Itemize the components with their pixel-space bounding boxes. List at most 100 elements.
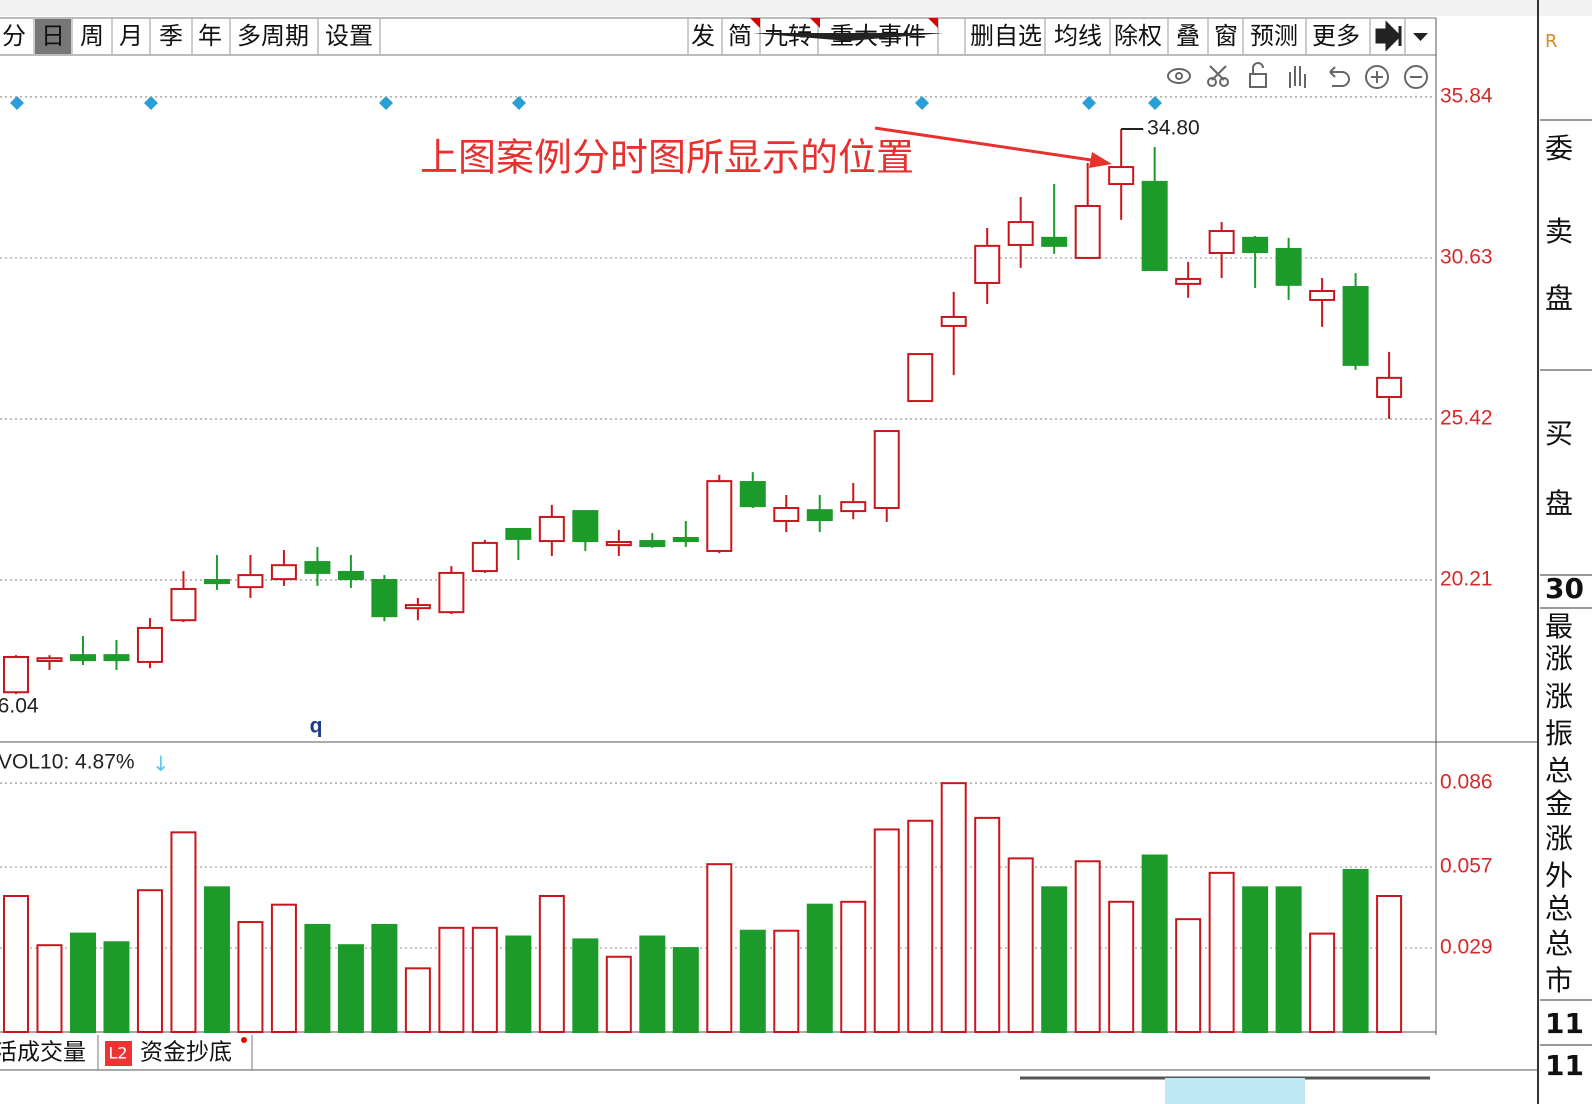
badge: L2 xyxy=(108,1044,127,1063)
bottom-button[interactable] xyxy=(1165,1078,1305,1104)
candle-body xyxy=(371,579,398,618)
side-label: 买 xyxy=(1545,417,1573,450)
volume-bar xyxy=(505,935,532,1033)
volume-bar xyxy=(1275,886,1302,1033)
volume-bar xyxy=(639,935,666,1033)
candle-body xyxy=(706,480,733,552)
dropdown-arrow[interactable] xyxy=(752,33,944,41)
period-button[interactable]: 设置 xyxy=(325,22,373,50)
candle-body xyxy=(873,430,900,509)
tool-button[interactable]: 删自选 xyxy=(970,22,1042,50)
side-label: 市 xyxy=(1545,964,1573,997)
volume-bar xyxy=(773,929,800,1033)
candle-body xyxy=(773,506,800,522)
tab[interactable]: 资金抄底 xyxy=(140,1040,232,1066)
candle-body xyxy=(1007,221,1034,246)
marker-label: q xyxy=(310,715,323,738)
candle-body xyxy=(1376,376,1403,399)
candle-body xyxy=(404,604,431,610)
candle-body xyxy=(69,654,96,662)
volume-bar xyxy=(940,782,967,1033)
period-button[interactable]: 日 xyxy=(41,22,65,50)
candle-body xyxy=(907,353,934,403)
volume-bar xyxy=(974,816,1001,1033)
volume-bar xyxy=(471,926,498,1033)
tool-button[interactable]: 窗 xyxy=(1214,22,1238,50)
tool-button[interactable]: 均线 xyxy=(1054,22,1102,50)
candle-body xyxy=(304,561,331,574)
period-button[interactable]: 分 xyxy=(2,22,26,50)
volume-bar xyxy=(1342,868,1369,1034)
candle-body xyxy=(170,587,197,622)
volume-bar xyxy=(538,895,565,1033)
expand-icon xyxy=(1375,20,1402,52)
volume-bar xyxy=(304,923,331,1033)
candle-body xyxy=(1141,180,1168,271)
volume-bar xyxy=(203,886,230,1033)
candle-body xyxy=(806,509,833,522)
high-label: 34.80 xyxy=(1147,117,1200,140)
period-button[interactable]: 月 xyxy=(119,22,143,50)
volume-bar xyxy=(103,941,130,1033)
candle-body xyxy=(505,528,532,540)
volume-bar xyxy=(1376,895,1403,1033)
tool-button[interactable]: 更多 xyxy=(1312,22,1360,50)
volume-bar xyxy=(1108,900,1135,1033)
period-button[interactable]: 季 xyxy=(159,22,183,50)
volume-bar xyxy=(270,903,297,1033)
side-label: 振 xyxy=(1545,717,1573,750)
candle-body xyxy=(270,564,297,581)
candle-body xyxy=(1108,166,1135,186)
side-label: 涨 xyxy=(1545,642,1573,675)
candle-body xyxy=(639,540,666,548)
candle-body xyxy=(36,657,63,663)
badge-box xyxy=(105,1041,132,1066)
period-button[interactable]: 年 xyxy=(198,22,222,50)
candle-body xyxy=(840,501,867,513)
dropdown-arrow[interactable] xyxy=(1413,33,1428,41)
volume-bar xyxy=(3,895,29,1033)
y-tick-label: 25.42 xyxy=(1440,407,1493,430)
candle-body xyxy=(1208,230,1235,254)
side-label: 卖 xyxy=(1545,215,1573,248)
side-label: 最 xyxy=(1545,610,1573,643)
annotation-arrowhead xyxy=(1089,152,1112,168)
volume-bar xyxy=(170,831,197,1034)
volume-bar xyxy=(1141,854,1168,1034)
tool-button[interactable]: 发 xyxy=(691,22,715,50)
side-label: 金 xyxy=(1545,787,1573,820)
candle-body xyxy=(103,654,130,662)
tab[interactable]: 活成交量 xyxy=(0,1040,86,1066)
volume-bar xyxy=(438,926,465,1033)
tool-button[interactable]: 预测 xyxy=(1250,22,1298,50)
volume-bar xyxy=(873,828,900,1034)
side-label: 总 xyxy=(1545,892,1573,925)
side-label: 涨 xyxy=(1545,822,1573,855)
tool-button[interactable]: 除权 xyxy=(1114,22,1162,50)
y-tick-label: 0.029 xyxy=(1440,936,1493,959)
flag xyxy=(928,18,938,28)
annotation: 上图案例分时图所显示的位置 xyxy=(420,136,914,180)
volume-bar xyxy=(36,944,63,1033)
side-label: 盘 xyxy=(1545,487,1573,520)
tool-button[interactable]: 简 xyxy=(728,22,752,50)
candle-body xyxy=(1041,236,1068,247)
tool-button[interactable]: 叠 xyxy=(1176,22,1200,50)
volume-bar xyxy=(572,938,599,1033)
indicator-label: VOL10: 4.87% xyxy=(0,751,135,774)
candle-body xyxy=(3,655,29,694)
period-button[interactable]: 周 xyxy=(80,22,104,50)
side-label: 外 xyxy=(1545,859,1573,892)
volume-bar xyxy=(840,900,867,1033)
candle-body xyxy=(136,626,163,663)
candle-body xyxy=(471,541,498,573)
period-button[interactable]: 多周期 xyxy=(237,22,309,50)
y-tick-label: 0.057 xyxy=(1440,855,1493,878)
y-tick-label: 35.84 xyxy=(1440,84,1493,107)
candle-body xyxy=(940,315,967,327)
volume-bar xyxy=(1074,860,1101,1034)
flag xyxy=(750,18,760,28)
volume-bar xyxy=(237,921,264,1033)
volume-bar xyxy=(136,889,163,1033)
